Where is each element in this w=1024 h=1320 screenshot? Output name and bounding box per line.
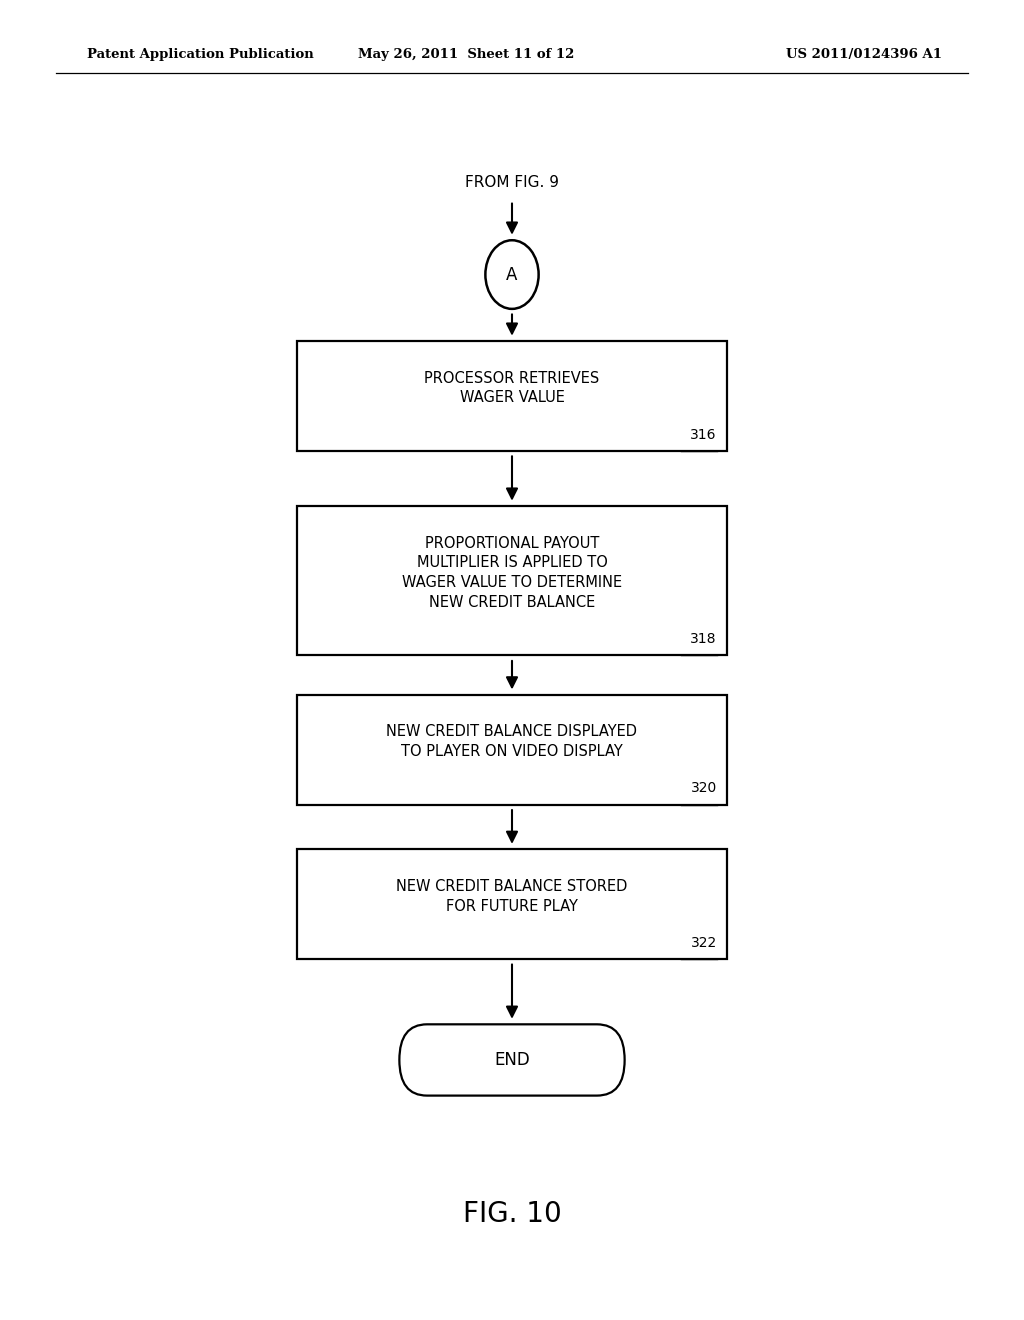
FancyBboxPatch shape xyxy=(297,342,727,451)
Text: 320: 320 xyxy=(690,781,717,795)
Text: 318: 318 xyxy=(690,632,717,645)
FancyBboxPatch shape xyxy=(297,506,727,655)
Text: PROPORTIONAL PAYOUT
MULTIPLIER IS APPLIED TO
WAGER VALUE TO DETERMINE
NEW CREDIT: PROPORTIONAL PAYOUT MULTIPLIER IS APPLIE… xyxy=(402,536,622,610)
Text: FIG. 10: FIG. 10 xyxy=(463,1200,561,1229)
Text: May 26, 2011  Sheet 11 of 12: May 26, 2011 Sheet 11 of 12 xyxy=(357,48,574,61)
Text: Patent Application Publication: Patent Application Publication xyxy=(87,48,313,61)
Text: NEW CREDIT BALANCE DISPLAYED
TO PLAYER ON VIDEO DISPLAY: NEW CREDIT BALANCE DISPLAYED TO PLAYER O… xyxy=(386,725,638,759)
Text: 316: 316 xyxy=(690,428,717,441)
FancyBboxPatch shape xyxy=(399,1024,625,1096)
Text: END: END xyxy=(495,1051,529,1069)
Text: FROM FIG. 9: FROM FIG. 9 xyxy=(465,174,559,190)
Text: 322: 322 xyxy=(690,936,717,950)
FancyBboxPatch shape xyxy=(297,850,727,958)
FancyBboxPatch shape xyxy=(297,694,727,804)
Text: A: A xyxy=(506,265,518,284)
Text: NEW CREDIT BALANCE STORED
FOR FUTURE PLAY: NEW CREDIT BALANCE STORED FOR FUTURE PLA… xyxy=(396,879,628,913)
Text: US 2011/0124396 A1: US 2011/0124396 A1 xyxy=(786,48,942,61)
Text: PROCESSOR RETRIEVES
WAGER VALUE: PROCESSOR RETRIEVES WAGER VALUE xyxy=(424,371,600,405)
